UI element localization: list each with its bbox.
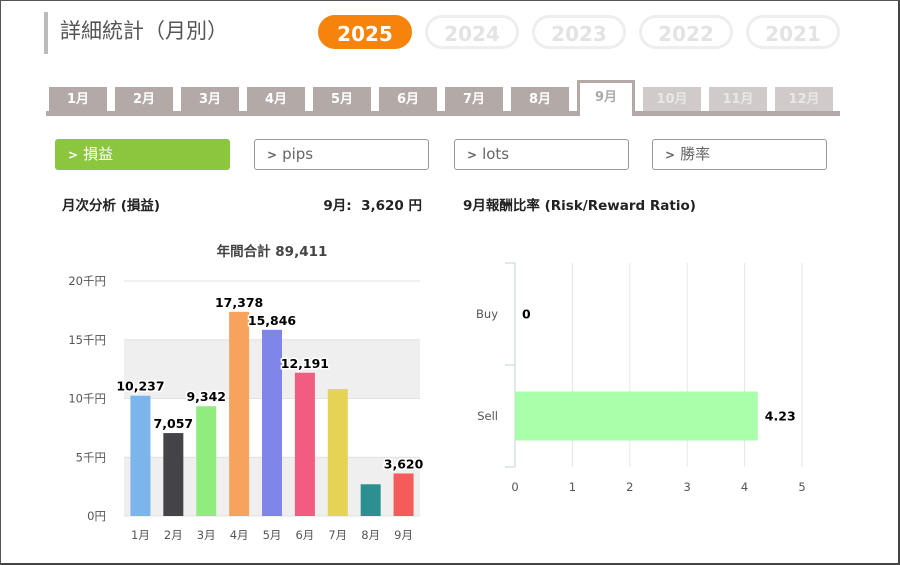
tab-month-10[interactable]: 10月 [643,87,701,111]
year-button-2022[interactable]: 2022 [639,15,733,49]
metric-button-lots[interactable]: > lots [454,139,629,170]
tab-month-7[interactable]: 7月 [445,87,503,111]
tab-month-1[interactable]: 1月 [49,87,107,111]
tab-month-5[interactable]: 5月 [313,87,371,111]
month-tabs: 1月 2月 3月 4月 5月 6月 7月 8月 9月 10月 11月 12月 [46,80,840,116]
year-button-2024[interactable]: 2024 [425,15,519,49]
metric-label: pips [282,145,314,163]
year-button-2025[interactable]: 2025 [318,15,412,49]
tab-month-4[interactable]: 4月 [247,87,305,111]
tab-month-3[interactable]: 3月 [181,87,239,111]
year-button-2021[interactable]: 2021 [746,15,840,49]
metric-button-winrate[interactable]: > 勝率 [652,139,827,170]
tab-month-9[interactable]: 9月 [577,80,635,116]
metric-button-pips[interactable]: > pips [254,139,429,170]
chevron-right-icon: > [68,148,79,162]
metric-button-profit[interactable]: > 損益 [55,139,230,170]
year-button-2023[interactable]: 2023 [532,15,626,49]
metric-label: lots [482,145,510,163]
tab-month-6[interactable]: 6月 [379,87,437,111]
tab-month-8[interactable]: 8月 [511,87,569,111]
tab-month-12[interactable]: 12月 [775,87,833,111]
ratio-heading: 9月報酬比率 (Risk/Reward Ratio) [463,198,696,214]
monthly-analysis-heading: 月次分析 (損益) [62,198,161,214]
metric-label: 損益 [83,145,114,163]
tab-month-11[interactable]: 11月 [709,87,767,111]
chevron-right-icon: > [467,148,478,162]
page-title: 詳細統計（月別） [44,12,228,54]
monthly-summary-value: 9月: 3,620 円 [323,198,422,214]
tab-month-2[interactable]: 2月 [115,87,173,111]
metric-label: 勝率 [680,145,711,163]
chevron-right-icon: > [665,148,676,162]
chevron-right-icon: > [267,148,278,162]
